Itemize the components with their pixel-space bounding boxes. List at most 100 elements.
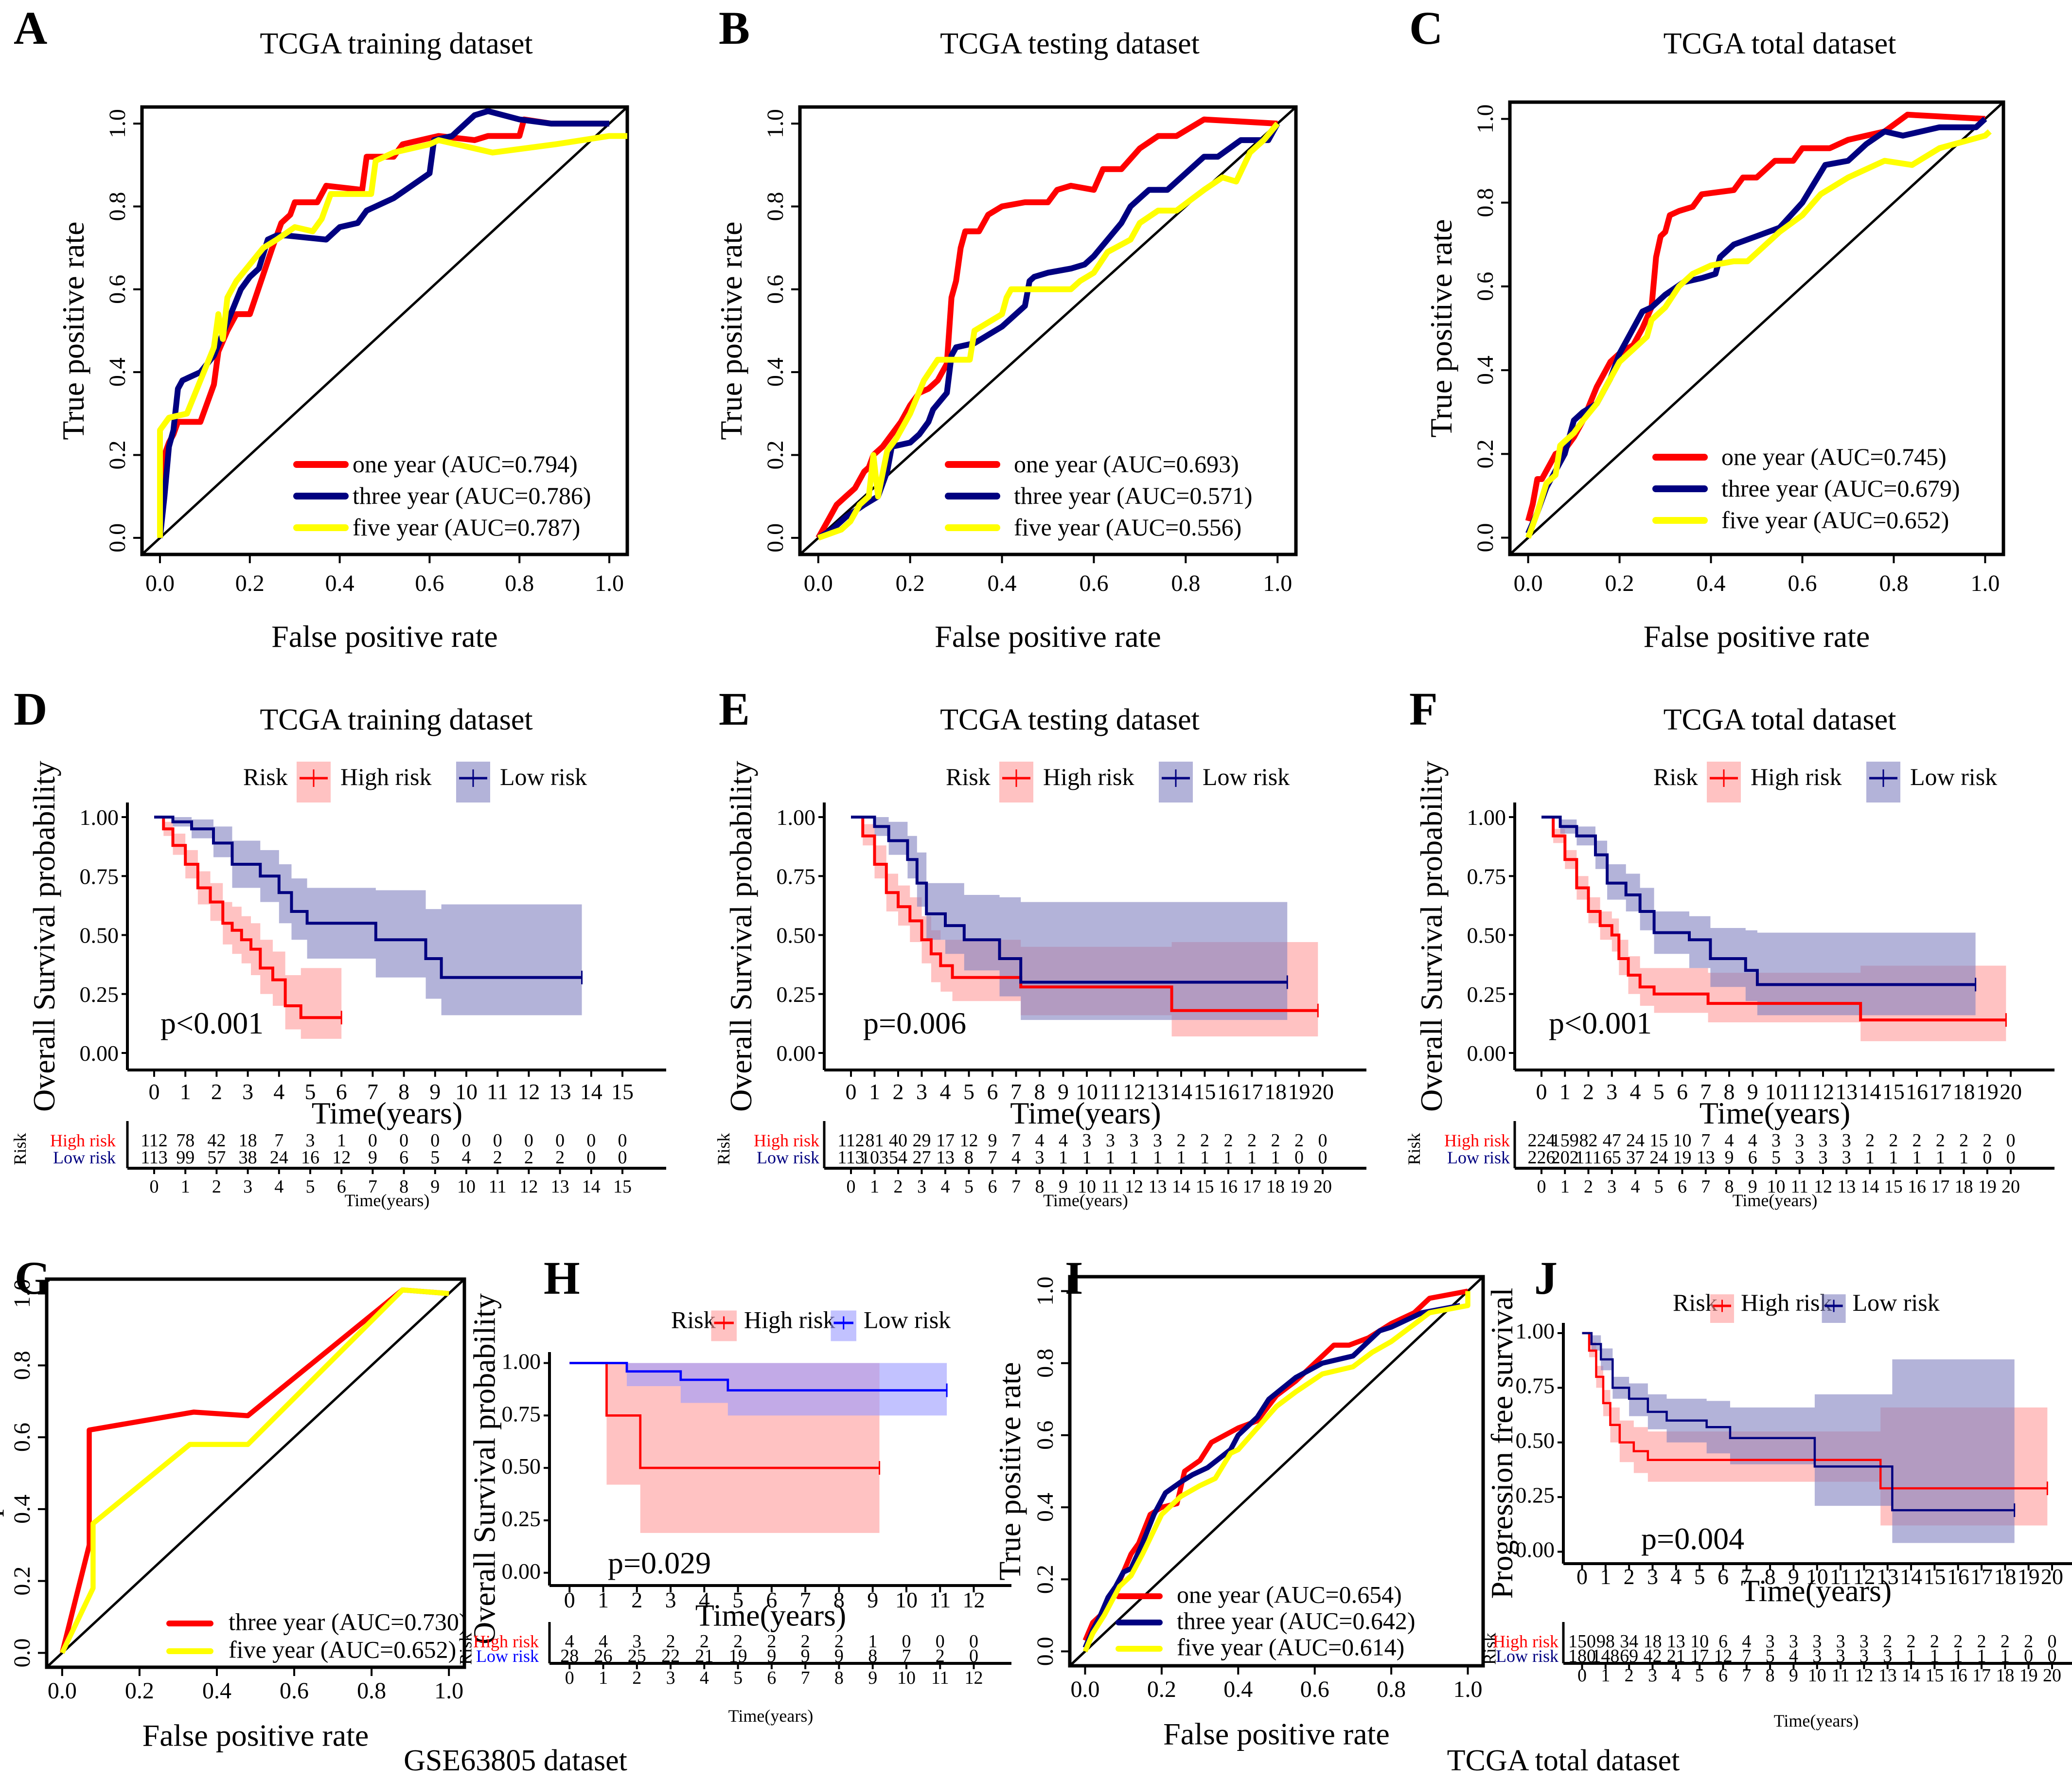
risk-count-high: 3 <box>1766 1631 1775 1652</box>
plot-frame <box>140 105 629 556</box>
x-tick-label: 11 <box>1099 1079 1121 1104</box>
x-tick-label: 18 <box>1953 1079 1975 1104</box>
x-tick-label: 10 <box>455 1079 478 1104</box>
x-tick-label: 0.0 <box>1514 571 1543 596</box>
risk-x-tick-label: 2 <box>1625 1665 1634 1686</box>
risk-x-tick-label: 10 <box>1808 1665 1826 1686</box>
y-tick-label: 0.0 <box>762 523 788 553</box>
x-tick-label: 0.2 <box>1605 571 1634 596</box>
risk-count-high: 0 <box>462 1130 471 1151</box>
x-axis-title: Time(years) <box>1010 1096 1161 1130</box>
diagonal-reference-line <box>141 106 628 555</box>
risk-count-high: 4 <box>599 1631 608 1652</box>
survival-curve-high-risk <box>1541 816 2006 1022</box>
risk-count-low: 19 <box>1673 1147 1692 1168</box>
x-tick-label: 15 <box>611 1079 634 1104</box>
y-tick-label: 0.75 <box>502 1401 541 1426</box>
y-tick-label: 1.0 <box>9 1279 35 1308</box>
risk-count-high: 2 <box>700 1631 709 1652</box>
x-tick-label: 0.2 <box>1147 1676 1176 1702</box>
risk-x-tick-label: 20 <box>1313 1177 1332 1197</box>
x-tick-label: 0 <box>1576 1564 1588 1589</box>
risk-x-tick-label: 19 <box>2019 1665 2038 1686</box>
roc-curve-three-year <box>1525 116 1987 535</box>
y-axis-title: True positive rate <box>992 1362 1027 1580</box>
risk-count-low: 9 <box>1725 1147 1734 1168</box>
risk-count-low: 1 <box>1889 1147 1898 1168</box>
roc-curve-five-year <box>60 1287 449 1654</box>
risk-x-tick-label: 1 <box>1601 1665 1610 1686</box>
x-tick-label: 3 <box>916 1079 927 1104</box>
risk-x-tick-label: 7 <box>1742 1665 1751 1686</box>
x-tick-label: 14 <box>1170 1079 1192 1104</box>
x-tick-label: 1.0 <box>595 571 624 596</box>
risk-x-tick-label: 19 <box>1290 1177 1309 1197</box>
legend-title: Risk <box>1673 1289 1718 1316</box>
x-tick-label: 0.4 <box>1223 1676 1253 1702</box>
risk-x-tick-label: 6 <box>1718 1665 1728 1686</box>
risk-count-high: 4 <box>1748 1130 1757 1151</box>
risk-x-tick-label: 5 <box>306 1177 315 1197</box>
x-tick-label: 0.8 <box>357 1678 386 1704</box>
y-tick-label: 0.00 <box>502 1559 541 1584</box>
legend-label: Low risk <box>500 763 587 790</box>
risk-count-low: 12 <box>1714 1646 1732 1666</box>
x-tick-label: 9 <box>1058 1079 1069 1104</box>
risk-x-tick-label: 18 <box>1955 1177 1973 1197</box>
x-tick-label: 0.8 <box>1377 1676 1406 1702</box>
risk-count-low: 1 <box>1271 1147 1280 1168</box>
risk-count-low: 6 <box>1748 1147 1757 1168</box>
risk-count-high: 3 <box>1106 1130 1115 1151</box>
roc-curve-three-year <box>157 108 609 538</box>
risk-count-high: 3 <box>1819 1130 1828 1151</box>
risk-x-tick-label: 15 <box>1196 1177 1214 1197</box>
roc-curve-three-year <box>1082 1303 1461 1649</box>
risk-count-high: 4 <box>1059 1130 1068 1151</box>
y-tick-label: 0.6 <box>1472 272 1498 301</box>
x-tick-label: 0 <box>846 1079 857 1104</box>
x-tick-label: 6 <box>1718 1564 1729 1589</box>
x-tick-label: 3 <box>665 1587 676 1612</box>
risk-count-low: 113 <box>837 1147 865 1168</box>
risk-count-high: 3 <box>306 1130 315 1151</box>
x-tick-label: 10 <box>1765 1079 1788 1104</box>
risk-count-low: 4 <box>462 1147 471 1168</box>
y-tick-label: 0.75 <box>80 864 119 889</box>
chart-title: TCGA total dataset <box>1664 27 1896 60</box>
y-tick-label: 0.00 <box>80 1041 119 1066</box>
risk-count-high: 0 <box>399 1130 408 1151</box>
risk-table-row-label-high: High risk <box>1493 1632 1558 1651</box>
risk-count-low: 65 <box>1603 1147 1621 1168</box>
risk-x-tick-label: 6 <box>1678 1177 1687 1197</box>
risk-count-high: 24 <box>1626 1130 1645 1151</box>
x-tick-label: 5 <box>1694 1564 1705 1589</box>
risk-table-row-label-low: Low risk <box>1496 1646 1558 1666</box>
risk-count-high: 82 <box>1579 1130 1598 1151</box>
risk-x-tick-label: 20 <box>2043 1665 2061 1686</box>
legend-label: three year (AUC=0.786) <box>353 482 591 509</box>
risk-table-row-label-low: Low risk <box>1447 1148 1510 1167</box>
x-tick-label: 10 <box>1076 1079 1098 1104</box>
x-tick-label: 2 <box>211 1079 222 1104</box>
risk-x-tick-label: 9 <box>868 1668 877 1688</box>
risk-count-low: 9 <box>368 1147 377 1168</box>
risk-count-low: 1 <box>1177 1147 1186 1168</box>
risk-x-tick-label: 6 <box>337 1177 346 1197</box>
risk-count-high: 2 <box>1936 1130 1945 1151</box>
risk-count-low: 3 <box>1795 1147 1804 1168</box>
x-tick-label: 7 <box>1010 1079 1022 1104</box>
y-axis-title: True positive rate <box>0 1364 4 1582</box>
risk-x-tick-label: 0 <box>565 1668 574 1688</box>
risk-x-tick-label: 0 <box>847 1177 856 1197</box>
legend-title: Risk <box>243 763 288 790</box>
chart-title: TCGA training dataset <box>260 703 532 736</box>
diagonal-reference-line <box>46 1278 465 1668</box>
risk-table-row-label-high: High risk <box>50 1131 116 1150</box>
risk-count-high: 3 <box>1812 1631 1822 1652</box>
risk-x-tick-label: 10 <box>1078 1177 1096 1197</box>
risk-count-low: 148 <box>1592 1646 1619 1666</box>
risk-x-tick-label: 8 <box>1766 1665 1775 1686</box>
x-tick-label: 0.8 <box>1171 571 1200 596</box>
x-tick-label: 0.6 <box>1300 1676 1329 1702</box>
y-tick-label: 1.00 <box>777 805 816 830</box>
